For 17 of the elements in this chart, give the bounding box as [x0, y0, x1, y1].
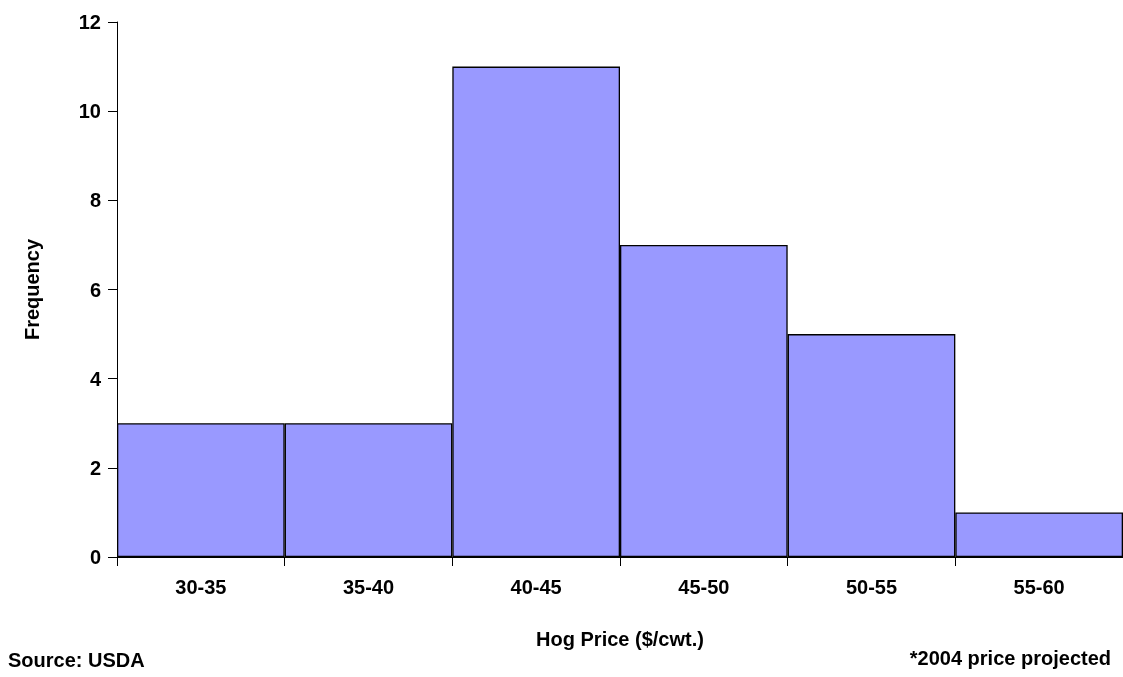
y-axis-title: Frequency: [21, 238, 43, 341]
source-note: Source: USDA: [8, 649, 145, 671]
y-tick-label: 12: [78, 11, 101, 33]
x-tick-label: 35-40: [342, 576, 395, 598]
x-axis-title: Hog Price ($/cwt.): [536, 628, 704, 650]
x-tick-label: 45-50: [678, 576, 730, 598]
x-tick-label: 55-60: [1013, 576, 1065, 598]
x-tick-label: 50-55: [845, 576, 898, 598]
x-tick-label: 30-35: [175, 576, 227, 598]
y-tick-label: 0: [89, 546, 101, 568]
x-tick-label: 40-45: [510, 576, 562, 598]
y-tick-label: 6: [89, 278, 101, 301]
y-tick-label: 8: [89, 189, 101, 212]
y-tick-label: 4: [89, 367, 102, 390]
text: *2004 price projected: [909, 647, 1112, 669]
y-tick-label: 10: [78, 100, 101, 123]
y-tick-label: 2: [89, 456, 101, 479]
